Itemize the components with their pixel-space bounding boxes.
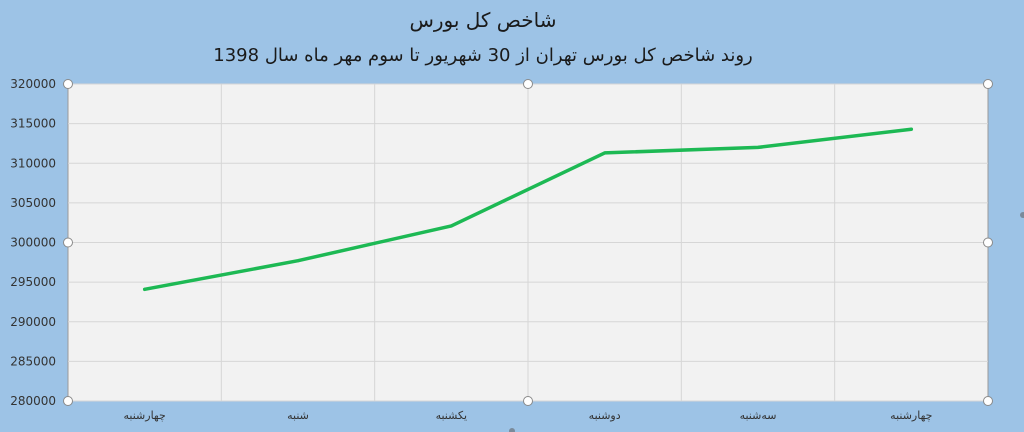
x-tick-label: چهارشنبه [124,409,166,422]
y-tick-label: 285000 [10,354,56,368]
chart-frame-handle[interactable] [509,428,515,432]
x-tick-label: یکشنبه [436,409,468,422]
data-point [449,224,453,228]
resize-handle[interactable] [63,79,73,89]
x-tick-label: سه‌شنبه [740,409,777,422]
data-point [603,151,607,155]
chart-subtitle: روند شاخص کل بورس تهران از 30 شهریور تا … [213,45,752,66]
resize-handle[interactable] [63,396,73,406]
y-tick-label: 305000 [10,196,56,210]
data-point [143,287,147,291]
x-tick-label: شنبه [287,409,309,422]
y-tick-label: 320000 [10,77,56,91]
y-tick-label: 310000 [10,156,56,170]
chart-frame-handle[interactable] [1020,212,1024,218]
resize-handle[interactable] [983,79,993,89]
y-tick-label: 315000 [10,117,56,131]
data-point [756,145,760,149]
y-tick-label: 300000 [10,236,56,250]
y-tick-label: 290000 [10,315,56,329]
x-axis-tick-labels: چهارشنبه شنبه یکشنبه دوشنبه سه‌شنبه چهارشنبه [124,409,933,422]
series-layer [142,127,914,292]
selection-handles[interactable] [63,79,1024,432]
resize-handle[interactable] [523,79,533,89]
y-axis-tick-labels: 320000 315000 310000 305000 300000 295000 2900… [10,77,56,408]
x-tick-label: چهارشنبه [890,409,932,422]
data-point [296,259,300,263]
y-tick-label: 280000 [10,394,56,408]
resize-handle[interactable] [983,237,993,248]
resize-handle[interactable] [63,237,73,248]
y-tick-label: 295000 [10,275,56,289]
resize-handle[interactable] [523,396,533,406]
x-tick-label: دوشنبه [589,409,621,422]
series-line-0 [142,127,914,292]
chart-title: شاخص کل بورس [409,8,556,32]
resize-handle[interactable] [983,396,993,406]
data-point [909,127,913,131]
